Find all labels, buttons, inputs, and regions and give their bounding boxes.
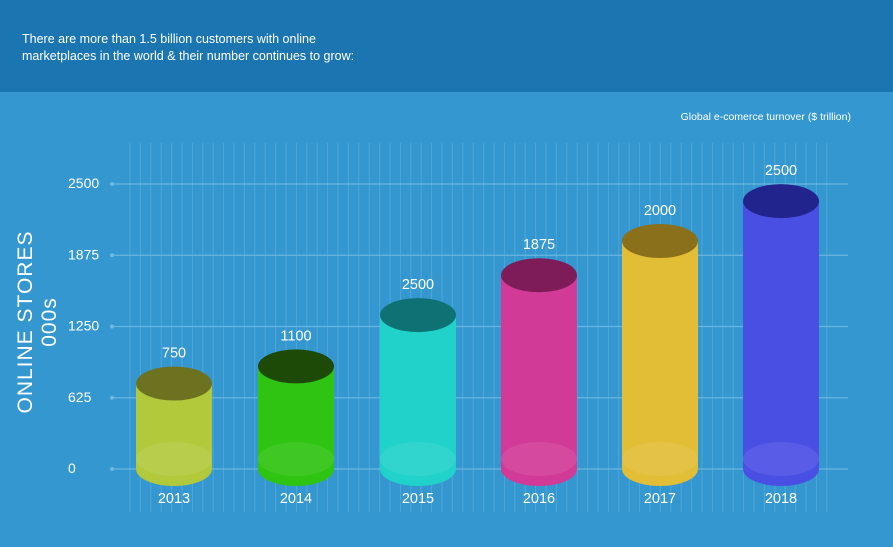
bar-bottom-shade bbox=[136, 442, 212, 476]
bar-bottom bbox=[743, 452, 819, 486]
bar-bottom-shade bbox=[622, 442, 698, 476]
bar-top bbox=[743, 184, 819, 219]
bar-bottom bbox=[380, 452, 456, 486]
data-label: 2500 bbox=[402, 277, 434, 293]
bar-top bbox=[258, 349, 334, 384]
grid-dot bbox=[110, 253, 114, 258]
header-line-1: There are more than 1.5 billion customer… bbox=[22, 32, 316, 46]
bar-body bbox=[743, 201, 819, 469]
data-label: 750 bbox=[162, 346, 186, 362]
bar-top bbox=[136, 366, 212, 401]
grid-dot bbox=[110, 395, 114, 400]
bar-bottom bbox=[258, 452, 334, 486]
data-label: 2500 bbox=[765, 163, 797, 179]
bar-bottom bbox=[501, 452, 577, 486]
data-label: 1875 bbox=[523, 237, 555, 253]
grid-dot bbox=[110, 467, 114, 471]
data-label: 2000 bbox=[644, 203, 676, 219]
bar-bottom bbox=[136, 452, 212, 486]
bar-body bbox=[380, 315, 456, 469]
bar-top bbox=[380, 298, 456, 333]
bar-bottom bbox=[622, 452, 698, 486]
data-label: 1100 bbox=[280, 328, 311, 344]
header-text: There are more than 1.5 billion customer… bbox=[22, 31, 542, 65]
bar-body bbox=[501, 275, 577, 469]
bar-bottom-shade bbox=[380, 442, 456, 476]
y-tick-label: 1875 bbox=[68, 246, 99, 262]
bar-top bbox=[622, 224, 698, 258]
bar-bottom-shade bbox=[743, 442, 819, 476]
header-banner: There are more than 1.5 billion customer… bbox=[0, 0, 893, 92]
bar-bottom-shade bbox=[501, 442, 577, 476]
x-tick-label: 2018 bbox=[765, 491, 797, 507]
x-tick-label: 2013 bbox=[158, 491, 190, 507]
turnover-label: Global e-comerce turnover ($ trillion) bbox=[680, 111, 851, 123]
bar-bottom-shade bbox=[258, 442, 334, 476]
x-tick-label: 2017 bbox=[644, 491, 676, 507]
x-tick-label: 2014 bbox=[280, 491, 312, 507]
header-line-2: marketplaces in the world & their number… bbox=[22, 49, 355, 63]
bar-body bbox=[622, 241, 698, 469]
bar-body bbox=[258, 366, 334, 469]
bar-top bbox=[501, 258, 577, 293]
y-tick-label: 1250 bbox=[68, 318, 99, 334]
y-tick-label: 0 bbox=[68, 460, 76, 476]
x-tick-label: 2015 bbox=[402, 491, 434, 507]
grid-dot bbox=[110, 182, 114, 186]
y-tick-label: 625 bbox=[68, 389, 92, 405]
x-tick-label: 2016 bbox=[523, 491, 555, 507]
grid-dot bbox=[110, 324, 114, 329]
y-tick-label: 2500 bbox=[68, 175, 99, 191]
